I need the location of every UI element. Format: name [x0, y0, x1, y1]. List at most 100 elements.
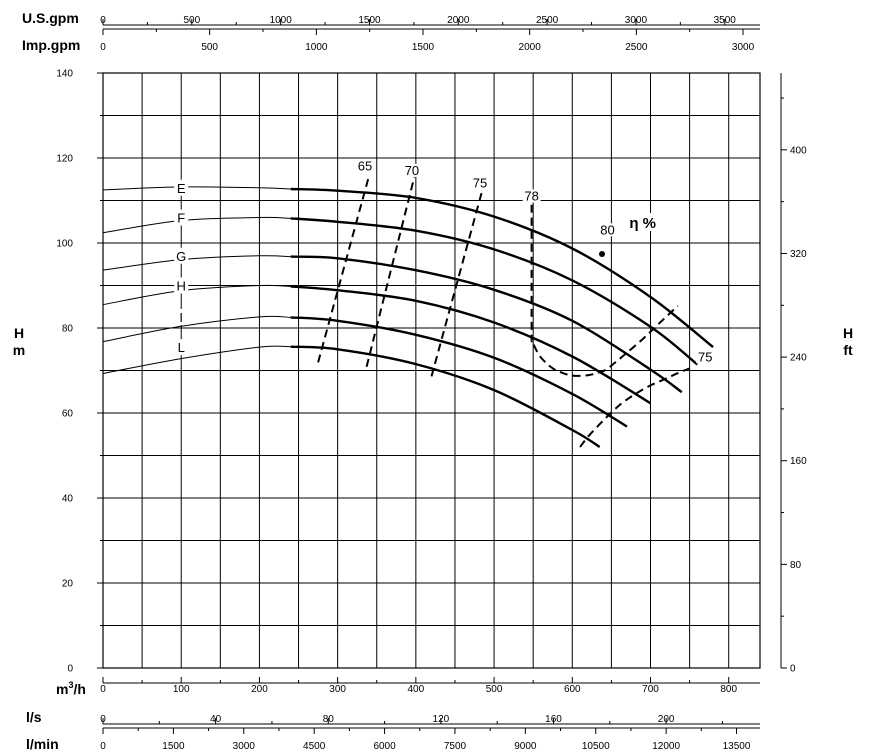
x-axis-label-tail: /h [73, 681, 85, 697]
secondary-axis-tick-label: 160 [545, 714, 562, 725]
secondary-axis-tick-label: 3000 [233, 741, 256, 752]
efficiency-isoline [579, 367, 690, 448]
secondary-axis-tick-label: 7500 [444, 741, 467, 752]
pump-curves: EF GH IL [102, 179, 714, 449]
right-axis-label-top: H [843, 325, 853, 341]
secondary-axis-tick-label: 3500 [714, 15, 737, 26]
efficiency-isoline [530, 204, 679, 377]
right-axis-tick-label: 80 [790, 560, 802, 571]
pump-curve-thin-segment [102, 216, 291, 234]
efficiency-isoline [365, 176, 416, 367]
pump-curve-thin-segment [102, 186, 291, 191]
pump-curve-label-bg [174, 339, 189, 356]
secondary-axis-tick-label: 500 [183, 15, 200, 26]
right-axis-tick-label: 320 [790, 249, 807, 260]
efficiency-label-bg [522, 189, 541, 203]
secondary-axis-tick-label: 3000 [732, 42, 755, 53]
secondary-axis: l/min 0 1500 3000 4500 6000 7500 9000 10500 12000… [26, 727, 760, 752]
right-axis-tick-label: 160 [790, 456, 807, 467]
secondary-axis: U.S.gpm 0 500 1000 1500 2000 2500 3000 3500 [22, 10, 760, 26]
efficiency-title-bg [626, 213, 661, 231]
efficiency-isoline-78: 78 [522, 188, 679, 377]
secondary-axis-tick-label: 2500 [625, 42, 648, 53]
secondary-axis-label: l/min [26, 736, 59, 752]
x-axis-tick-label: 200 [251, 684, 268, 695]
secondary-axis-tick-label: 1500 [162, 741, 185, 752]
pump-curve-thin-segment [102, 315, 291, 343]
right-axis-tick-label: 400 [790, 145, 807, 156]
x-axis-tick-label: 100 [173, 684, 190, 695]
right-axis-tick-label: 0 [790, 664, 796, 675]
pump-curve-label-bg [174, 247, 189, 264]
left-axis-tick-label: 60 [62, 409, 74, 420]
efficiency-isoline-75: 75 [430, 176, 489, 377]
efficiency-point-label: 80 [600, 222, 614, 237]
pump-curve-thick-segment [290, 255, 683, 394]
left-axis-tick-label: 140 [56, 69, 73, 80]
secondary-axis-tick-label: 1500 [358, 15, 381, 26]
pump-curve-label: I [179, 310, 183, 325]
secondary-axis-tick-label: 0 [100, 42, 106, 53]
efficiency-isoline-75: 75 [579, 349, 715, 448]
secondary-axis-tick-label: 1000 [270, 15, 293, 26]
pump-curve-L: L [102, 339, 601, 449]
left-axis-tick-label: 40 [62, 494, 74, 505]
left-axis-tick-label: 120 [56, 154, 73, 165]
efficiency-isoline [430, 190, 484, 377]
secondary-axis-tick-label: 40 [210, 714, 222, 725]
secondary-axis-tick-label: 6000 [373, 741, 396, 752]
secondary-axis-label: Imp.gpm [22, 37, 80, 53]
left-axis-tick-label: 0 [67, 664, 73, 675]
pump-curve-label-bg [174, 308, 189, 325]
secondary-axis-tick-label: 12000 [652, 741, 680, 752]
x-axis-label: m3/h [56, 680, 86, 697]
secondary-axis-tick-label: 3000 [625, 15, 648, 26]
secondary-axis-tick-label: 120 [433, 714, 450, 725]
secondary-axis-tick-label: 500 [201, 42, 218, 53]
pump-curve-label: L [178, 340, 185, 355]
secondary-axis-tick-label: 9000 [514, 741, 537, 752]
x-axis-tick-label: 700 [642, 684, 659, 695]
efficiency-label: 75 [473, 176, 487, 191]
pump-curve-E: E [102, 179, 714, 349]
pump-curve-I: I [102, 308, 628, 428]
pump-curve-thick-segment [290, 217, 699, 366]
pump-curve-label: H [177, 279, 186, 294]
left-axis-tick-label: 20 [62, 579, 74, 590]
secondary-axis-tick-label: 1500 [412, 42, 435, 53]
efficiency-point-label-bg [598, 223, 617, 237]
pump-curve-label-bg [174, 179, 189, 196]
pump-curve-label-bg [174, 209, 189, 226]
secondary-axis-tick-label: 80 [323, 714, 335, 725]
efficiency-label-bg [470, 176, 489, 190]
efficiency-point-80: 80 [598, 222, 617, 258]
efficiency-label: 70 [405, 163, 419, 178]
efficiency-point [599, 251, 606, 258]
efficiency-isoline-65: 65 [317, 159, 375, 363]
secondary-axis-tick-label: 10500 [582, 741, 610, 752]
x-axis-tick-label: 500 [486, 684, 503, 695]
x-axis-tick-label: 300 [329, 684, 346, 695]
efficiency-title: η % [629, 215, 656, 232]
secondary-axis-tick-label: 0 [100, 741, 106, 752]
efficiency-label-bg [402, 163, 421, 177]
left-axis-tick-label: 100 [56, 239, 73, 250]
x-axis-tick-label: 600 [564, 684, 581, 695]
efficiency-lines: 65 70 75 78 75 80 η % [317, 159, 715, 448]
pump-curve-thick-segment [290, 187, 714, 349]
pump-curve-F: F [102, 209, 699, 366]
secondary-axis-tick-label: 1000 [305, 42, 328, 53]
secondary-axis-tick-label: 0 [100, 714, 106, 725]
pump-curve-label-bg [174, 277, 189, 294]
secondary-axis-label: U.S.gpm [22, 10, 79, 26]
pump-curve-thick-segment [290, 345, 601, 449]
pump-curve-thin-segment [102, 284, 291, 306]
secondary-axis: l/s 0 40 80 120 160 200 [26, 709, 760, 725]
left-axis-label-bottom: m [13, 342, 25, 358]
x-axis-tick-label: 800 [720, 684, 737, 695]
efficiency-label-bg [356, 159, 375, 173]
secondary-axis-tick-label: 2000 [447, 15, 470, 26]
secondary-axis-label: l/s [26, 709, 42, 725]
pump-curve-thin-segment [102, 345, 291, 374]
